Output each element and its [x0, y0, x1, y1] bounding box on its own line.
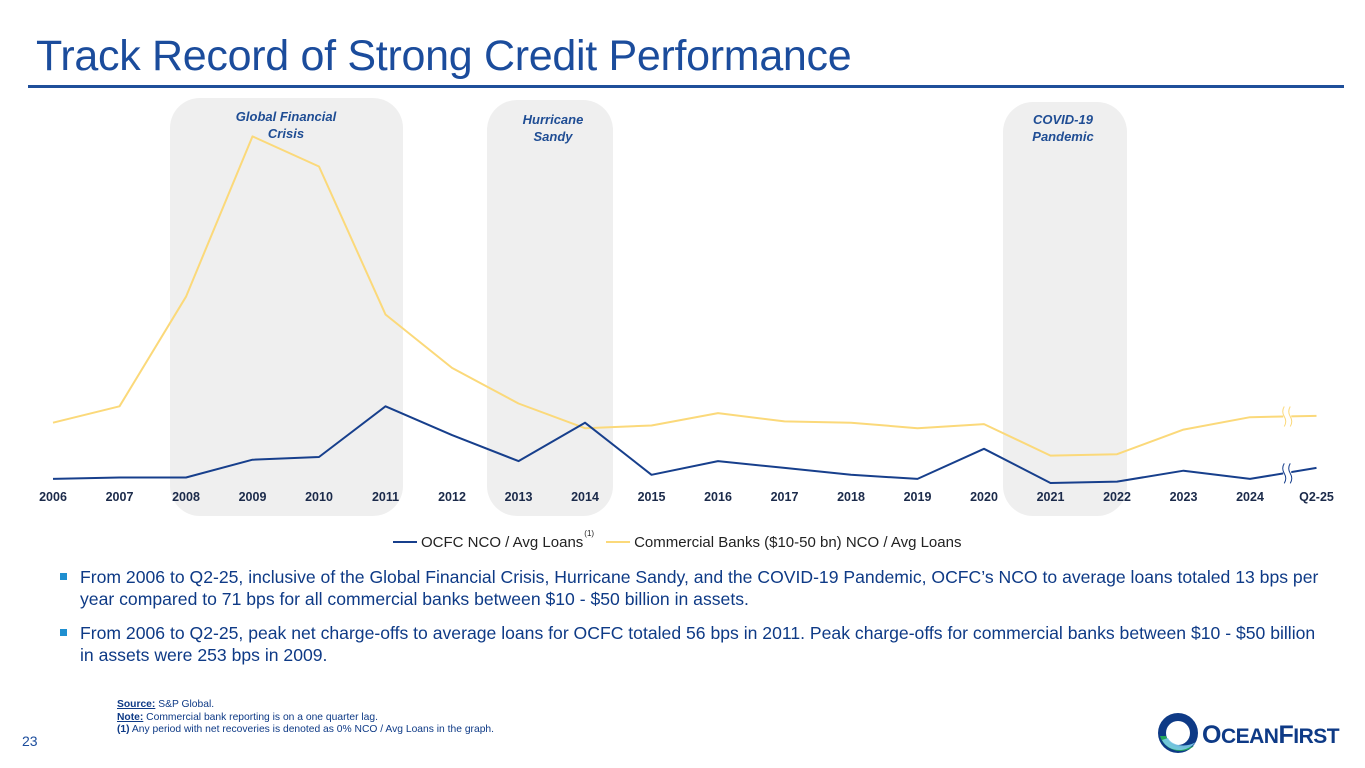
oceanfirst-logo-text: OCEANFIRST — [1202, 721, 1340, 749]
source-label: Source: — [117, 699, 156, 710]
bullet-list: From 2006 to Q2-25, inclusive of the Glo… — [60, 566, 1330, 678]
oceanfirst-logo-icon — [1158, 713, 1198, 753]
x-tick-label: 2019 — [904, 490, 932, 504]
footnotes: Source: S&P Global. Note: Commercial ban… — [117, 699, 494, 737]
legend-label-ocfc: OCFC NCO / Avg Loans — [421, 533, 584, 551]
x-tick-label: 2017 — [771, 490, 799, 504]
bullet-square-icon — [60, 573, 67, 580]
x-tick-label: 2011 — [372, 490, 399, 504]
bullet-item: From 2006 to Q2-25, inclusive of the Glo… — [60, 566, 1330, 610]
chart-legend: OCFC NCO / Avg Loans (1) Commercial Bank… — [393, 528, 962, 552]
event-label-hurricane-sandy: Hurricane Sandy — [522, 112, 584, 144]
x-tick-label: 2018 — [837, 490, 865, 504]
axis-break-mark — [1288, 406, 1293, 427]
axis-break-mark — [1282, 406, 1287, 427]
x-tick-label: 2023 — [1170, 490, 1198, 504]
axis-break-gap — [1283, 463, 1292, 484]
axis-break-gap — [1283, 406, 1292, 427]
legend-footnote-marker: (1) — [584, 528, 595, 538]
x-tick-label: 2015 — [638, 490, 666, 504]
axis-break-mark — [1282, 463, 1287, 484]
event-label-covid: COVID-19 Pandemic — [1032, 112, 1094, 144]
event-band-covid — [1003, 102, 1127, 516]
x-tick-label: 2008 — [172, 490, 200, 504]
x-tick-label: 2022 — [1103, 490, 1131, 504]
bullet-square-icon — [60, 629, 67, 636]
footnote-label: (1) — [117, 724, 130, 735]
x-tick-label: 2014 — [571, 490, 599, 504]
x-tick-label: 2020 — [970, 490, 998, 504]
x-tick-label: 2021 — [1037, 490, 1065, 504]
chart: 2006 2007 2008 2009 2010 2011 2012 2013 2014 2015… — [39, 98, 1334, 516]
footnote-text: Any period with net recoveries is denote… — [129, 724, 495, 735]
note-label: Note: — [117, 711, 144, 723]
legend-label-commercial: Commercial Banks ($10-50 bn) NCO / Avg L… — [634, 533, 962, 551]
series-line-commercial-banks — [52, 135, 1317, 457]
series-line-ocfc — [52, 405, 1317, 484]
x-tick-label: 2013 — [505, 490, 533, 504]
event-band-gfc — [170, 98, 403, 516]
axis-break-mark — [1288, 463, 1293, 484]
bullet-text: From 2006 to Q2-25, peak net charge-offs… — [80, 623, 1316, 665]
legend-swatch-ocfc — [393, 541, 417, 543]
event-band-hurricane-sandy — [487, 100, 613, 516]
note-text: Commercial bank reporting is on a one qu… — [143, 711, 378, 723]
x-tick-label: 2006 — [39, 490, 67, 504]
x-tick-label: 2016 — [704, 490, 732, 504]
event-label-gfc: Global Financial Crisis — [235, 109, 337, 141]
x-tick-label: 2007 — [106, 490, 134, 504]
x-tick-label: 2009 — [239, 490, 267, 504]
x-tick-label: 2024 — [1236, 490, 1264, 504]
page-number: 23 — [22, 733, 38, 749]
legend-swatch-commercial — [606, 541, 631, 543]
title-underline — [28, 85, 1344, 88]
x-tick-label: Q2-25 — [1299, 490, 1334, 504]
bullet-item: From 2006 to Q2-25, peak net charge-offs… — [60, 622, 1330, 666]
x-tick-label: 2010 — [305, 490, 333, 504]
page-title: Track Record of Strong Credit Performanc… — [36, 32, 852, 80]
oceanfirst-logo: OCEANFIRST — [1156, 710, 1346, 756]
source-text: S&P Global. — [155, 699, 215, 710]
x-tick-label: 2012 — [438, 490, 466, 504]
bullet-text: From 2006 to Q2-25, inclusive of the Glo… — [80, 567, 1319, 609]
